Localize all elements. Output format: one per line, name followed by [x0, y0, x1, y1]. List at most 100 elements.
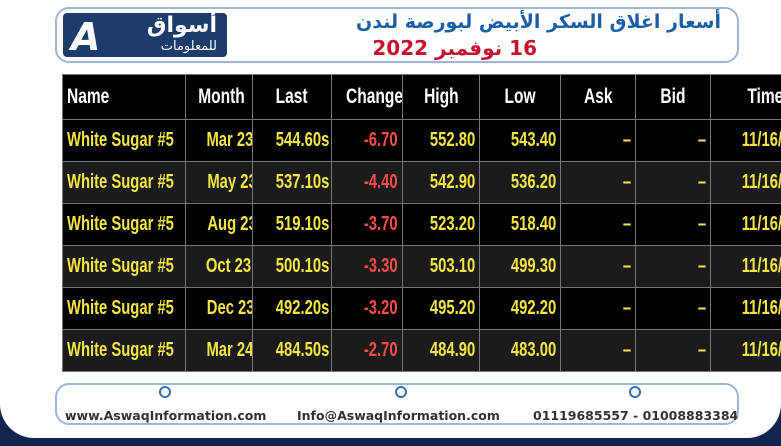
- cell-text: -3.30: [364, 255, 398, 277]
- cell: Oct 23: [185, 245, 253, 288]
- cell: 499.30: [479, 245, 561, 288]
- cell-text: 495.20: [429, 297, 475, 319]
- column-header: Change: [331, 74, 403, 120]
- cell-text: 552.80: [429, 129, 475, 151]
- cell-text: –: [622, 255, 631, 277]
- icon: [159, 386, 171, 398]
- cell: White Sugar #5: [62, 161, 186, 204]
- cell: –: [560, 161, 636, 204]
- cell-text: –: [622, 339, 631, 361]
- cell-text: 523.20: [429, 213, 475, 235]
- cell: 484.50s: [252, 329, 332, 372]
- logo-tagline: للمعلومات: [160, 39, 217, 54]
- cell-text: 499.30: [510, 255, 556, 277]
- email[interactable]: Info@AswaqInformation.com: [297, 408, 500, 423]
- cell-text: 537.10s: [275, 171, 330, 193]
- row: White Sugar #5 Mar 24 484.50s -2.70 484.90 48…: [62, 329, 781, 372]
- column-header-text: High: [423, 85, 459, 108]
- cell: –: [560, 245, 636, 288]
- cell: 11/16/2022: [710, 203, 781, 246]
- cell: –: [635, 245, 711, 288]
- cell: –: [560, 119, 636, 162]
- cell-text: 484.50s: [275, 339, 330, 361]
- cell-text: –: [622, 129, 631, 151]
- column-header: Last: [252, 74, 332, 120]
- cell: 537.10s: [252, 161, 332, 204]
- cell: -6.70: [331, 119, 403, 162]
- column-header-text: Bid: [660, 85, 686, 108]
- date: 16 نوفمبر 2022: [372, 36, 537, 60]
- cell-text: Mar 23: [206, 129, 253, 151]
- cell-text: –: [622, 171, 631, 193]
- cell: White Sugar #5: [62, 329, 186, 372]
- cell: -3.30: [331, 245, 403, 288]
- logo-icon: A: [71, 15, 101, 59]
- cell: 536.20: [479, 161, 561, 204]
- cell-text: 536.20: [510, 171, 556, 193]
- cell: –: [560, 287, 636, 330]
- cell: 11/16/2022: [710, 245, 781, 288]
- logo-name: أسواق: [146, 13, 217, 38]
- column-header-text: Ask: [583, 85, 613, 108]
- cell: –: [635, 161, 711, 204]
- cell: Dec 23: [185, 287, 253, 330]
- cell: 544.60s: [252, 119, 332, 162]
- cell-text: White Sugar #5: [67, 171, 174, 193]
- cell-text: 483.00: [510, 339, 556, 361]
- row: White Sugar #5 Oct 23 500.10s -3.30 503.10 49…: [62, 245, 781, 288]
- cell-text: 519.10s: [275, 213, 330, 235]
- cell-text: -4.40: [364, 171, 398, 193]
- icon: [395, 386, 407, 398]
- row: White Sugar #5 Mar 23 544.60s -6.70 552.80 54…: [62, 119, 781, 162]
- cell: 11/16/2022: [710, 161, 781, 204]
- cell-text: 484.90: [429, 339, 475, 361]
- cell: White Sugar #5: [62, 245, 186, 288]
- cell-text: –: [697, 255, 706, 277]
- cell: White Sugar #5: [62, 119, 186, 162]
- cell: White Sugar #5: [62, 203, 186, 246]
- cell-text: -2.70: [364, 339, 398, 361]
- cell: Mar 23: [185, 119, 253, 162]
- cell: –: [635, 329, 711, 372]
- cell: -4.40: [331, 161, 403, 204]
- cell: 542.90: [402, 161, 480, 204]
- cell: 492.20s: [252, 287, 332, 330]
- cell-text: 543.40: [510, 129, 556, 151]
- cell-text: 492.20: [510, 297, 556, 319]
- column-header-text: Time: [746, 85, 781, 108]
- cell-text: 11/16/2022: [741, 171, 781, 193]
- cell: 483.00: [479, 329, 561, 372]
- cell-text: White Sugar #5: [67, 297, 174, 319]
- cell-text: 11/16/2022: [741, 297, 781, 319]
- cell: -3.20: [331, 287, 403, 330]
- column-header: Month: [185, 74, 253, 120]
- cell: 495.20: [402, 287, 480, 330]
- cell: 518.40: [479, 203, 561, 246]
- cell: –: [635, 203, 711, 246]
- column-header-text: Low: [504, 85, 536, 108]
- cell: -3.70: [331, 203, 403, 246]
- cell-text: -3.20: [364, 297, 398, 319]
- cell-text: May 23: [207, 171, 253, 193]
- header-row: Name Month Last Change High Low Ask Bid Time: [62, 74, 781, 120]
- phone: 01119685557 - 01008883384: [533, 408, 739, 423]
- cell: 484.90: [402, 329, 480, 372]
- column-header-text: Last: [276, 85, 308, 108]
- row: White Sugar #5 May 23 537.10s -4.40 542.90 53…: [62, 161, 781, 204]
- cell: May 23: [185, 161, 253, 204]
- website[interactable]: www.AswaqInformation.com: [65, 408, 267, 423]
- table-body: White Sugar #5 Mar 23 544.60s -6.70 552.80 54…: [62, 119, 781, 372]
- cell-text: White Sugar #5: [67, 339, 174, 361]
- cell-text: 544.60s: [275, 129, 330, 151]
- cell: 503.10: [402, 245, 480, 288]
- cell-text: 503.10: [429, 255, 475, 277]
- cell-text: Aug 23: [207, 213, 253, 235]
- column-header-text: Month: [198, 85, 245, 108]
- cell-text: 11/16/2022: [741, 129, 781, 151]
- cell-text: –: [622, 297, 631, 319]
- cell-text: –: [697, 297, 706, 319]
- cell-text: –: [622, 213, 631, 235]
- cell: 11/16/2022: [710, 287, 781, 330]
